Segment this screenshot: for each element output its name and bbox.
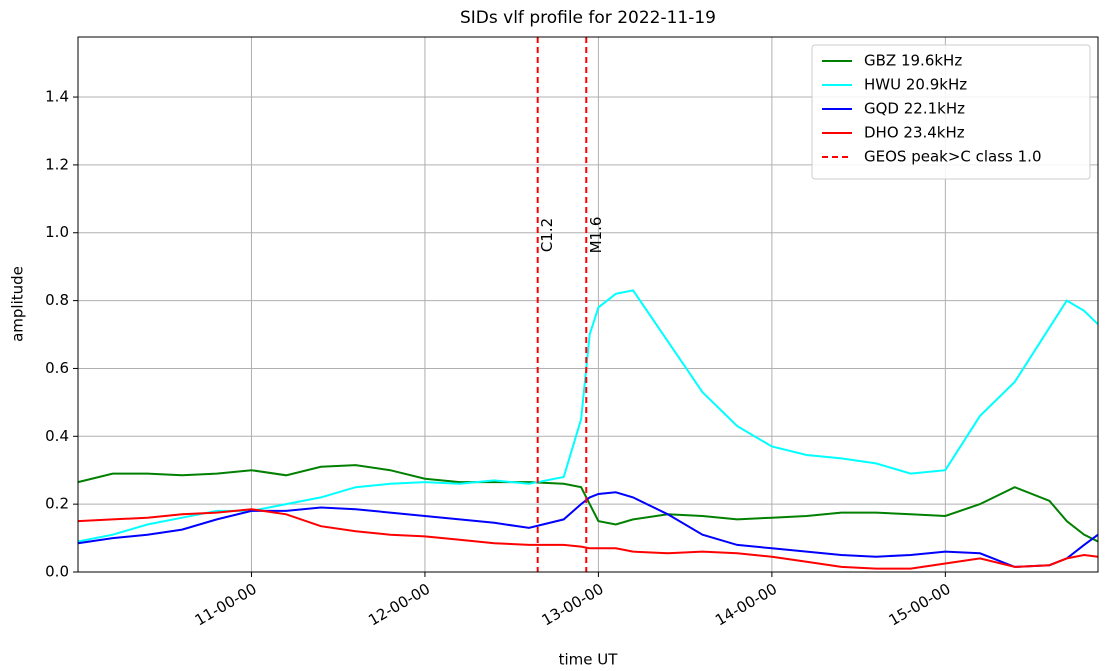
legend-label: GBZ 19.6kHz (864, 52, 962, 70)
y-axis-label: amplitude (9, 266, 27, 342)
series-line (77, 491, 1099, 568)
series-line (77, 289, 1099, 543)
series-line (77, 464, 1099, 543)
y-tick-label: 1.4 (45, 88, 69, 106)
x-tick-label: 12-00-00 (365, 580, 433, 630)
flare-label: C1.2 (538, 218, 556, 252)
legend-label: GQD 22.1kHz (864, 100, 965, 118)
chart-title: SIDs vlf profile for 2022-11-19 (460, 8, 716, 28)
y-tick-label: 0.8 (45, 291, 69, 309)
legend-label: DHO 23.4kHz (864, 124, 965, 142)
plot-frame (77, 36, 1099, 573)
y-tick-label: 1.2 (45, 155, 69, 173)
legend: GBZ 19.6kHz HWU 20.9kHz GQD 22.1kHz DHO 23.… (811, 44, 1091, 180)
x-tick-label: 15-00-00 (886, 580, 954, 630)
x-tick-label: 13-00-00 (539, 580, 607, 630)
y-tick-label: 0.6 (45, 359, 69, 377)
legend-label: GEOS peak>C class 1.0 (864, 148, 1042, 166)
y-tick-label: 0.2 (45, 495, 69, 513)
flare-label: M1.6 (587, 217, 605, 254)
y-tick-label: 1.0 (45, 223, 69, 241)
legend-label: HWU 20.9kHz (864, 76, 967, 94)
y-tick-label: 0.0 (45, 563, 69, 581)
x-axis-label: time UT (559, 651, 619, 669)
y-tick-label: 0.4 (45, 427, 69, 445)
legend-box (811, 44, 1091, 180)
x-tick-label: 14-00-00 (712, 580, 780, 630)
series-line (77, 508, 1099, 570)
x-tick-label: 11-00-00 (192, 580, 260, 630)
